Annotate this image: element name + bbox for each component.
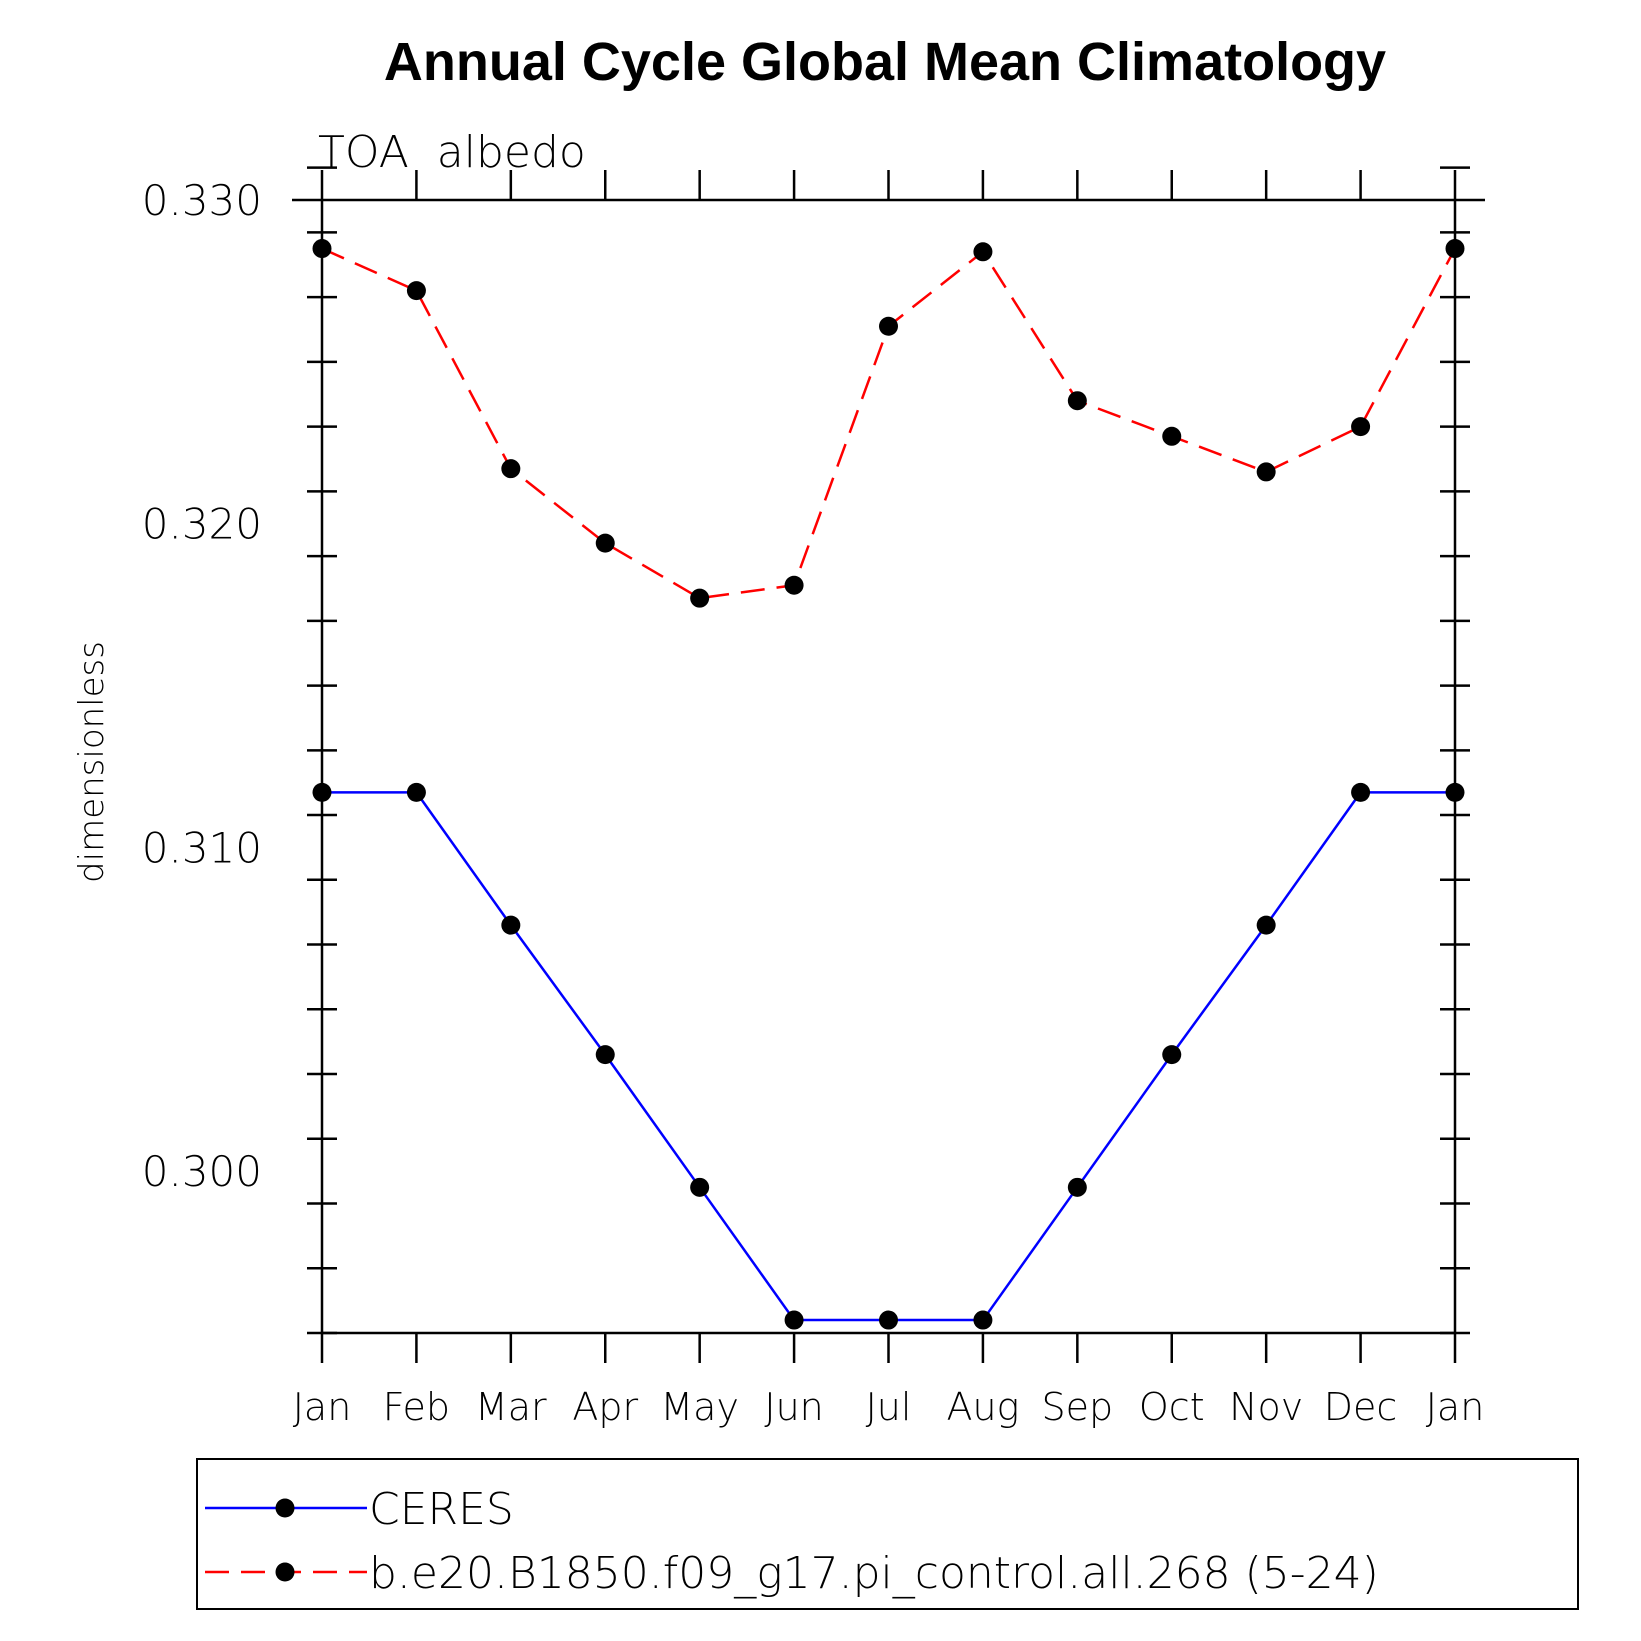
x-tick-label: Aug [946, 1385, 1019, 1429]
series-1 [312, 782, 1465, 1330]
data-point [690, 1177, 710, 1197]
data-point [1162, 1045, 1182, 1065]
x-tick-label: Oct [1139, 1385, 1205, 1429]
data-point [595, 533, 615, 553]
series-line [321, 247, 1457, 600]
data-point [406, 782, 426, 802]
legend-entry: b.e20.B1850.f09_g17.pi_control.all.268 (… [205, 1548, 1379, 1599]
data-point [973, 1310, 993, 1330]
plot-frame [292, 198, 1485, 1335]
x-axis-ticks: Jan Feb Mar Apr May Jun Jul Aug Sep Oct Nov Dec Jan [293, 170, 1485, 1429]
x-tick-label: Feb [383, 1385, 450, 1429]
x-tick-label: Jul [866, 1385, 912, 1429]
chart-subtitle: TOA albedo [318, 127, 586, 178]
data-point [595, 1045, 615, 1065]
legend-marker [275, 1562, 295, 1582]
data-point [1067, 1177, 1087, 1197]
x-tick-label: Jan [293, 1385, 352, 1429]
y-tick-label: 0.310 [142, 823, 262, 872]
x-tick-label: Jan [1426, 1385, 1485, 1429]
data-point [879, 1310, 898, 1330]
legend-entry: CERES [205, 1484, 514, 1535]
series-line [322, 791, 1455, 1322]
legend-box [196, 1458, 1579, 1610]
data-point [973, 242, 993, 262]
x-tick-label: Mar [475, 1385, 547, 1429]
legend-marker [275, 1498, 295, 1518]
series-2 [312, 239, 1465, 608]
data-point [784, 1310, 804, 1330]
data-point [784, 575, 804, 595]
data-point [312, 239, 332, 259]
data-point [1256, 915, 1276, 935]
data-point [1445, 239, 1465, 259]
y-axis-label: dimensionless [72, 641, 112, 883]
data-point [1256, 462, 1276, 482]
data-point [406, 281, 426, 301]
data-point [879, 316, 898, 336]
series-layer [312, 239, 1465, 1330]
x-tick-label: Apr [572, 1385, 638, 1429]
data-point [1162, 426, 1182, 446]
data-point [1351, 417, 1371, 437]
legend-label: b.e20.B1850.f09_g17.pi_control.all.268 (… [369, 1548, 1379, 1599]
y-tick-label: 0.300 [142, 1147, 262, 1196]
data-point [312, 782, 332, 802]
x-tick-label: May [660, 1385, 739, 1429]
data-point [501, 915, 521, 935]
data-point [1445, 782, 1465, 802]
legend: CERES b.e20.B1850.f09_g17.pi_control.all.… [196, 1458, 1579, 1610]
data-point [1351, 782, 1371, 802]
legend-label: CERES [369, 1484, 514, 1535]
x-tick-label: Dec [1324, 1385, 1398, 1429]
data-point [501, 459, 521, 479]
y-tick-label: 0.330 [142, 176, 262, 225]
chart-title: Annual Cycle Global Mean Climatology [384, 32, 1386, 92]
x-tick-label: Jun [764, 1385, 823, 1429]
x-tick-label: Nov [1229, 1385, 1303, 1429]
y-axis-ticks: 0.300 0.310 0.320 0.330 [142, 166, 1470, 1335]
data-point [1067, 391, 1087, 411]
y-tick-label: 0.320 [142, 500, 262, 549]
data-point [690, 588, 710, 608]
x-tick-label: Sep [1042, 1385, 1114, 1429]
